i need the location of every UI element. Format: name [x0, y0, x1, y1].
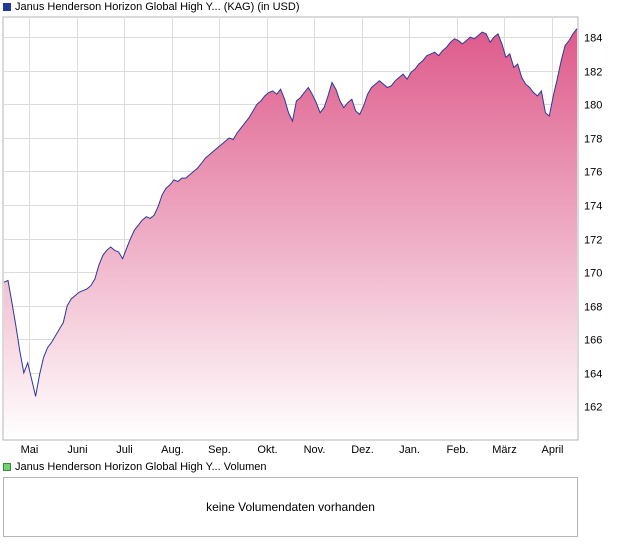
volume-legend: Janus Henderson Horizon Global High Y...…: [3, 460, 267, 474]
y-tick-label: 162: [584, 402, 602, 414]
x-tick-label: Okt.: [257, 444, 277, 456]
x-tick-label: Juli: [116, 444, 133, 456]
x-tick-label: Sep.: [208, 444, 231, 456]
volume-legend-label: Janus Henderson Horizon Global High Y...…: [15, 461, 267, 473]
y-tick-label: 164: [584, 369, 602, 381]
volume-legend-swatch: [3, 463, 11, 471]
volume-empty-message: keine Volumendaten vorhanden: [206, 500, 375, 514]
price-legend-label: Janus Henderson Horizon Global High Y...…: [15, 1, 300, 13]
volume-panel: keine Volumendaten vorhanden: [3, 477, 578, 537]
x-tick-label: Feb.: [446, 444, 468, 456]
y-axis-labels: 162 164 166 168 170 172 174 176 178 180 182 184: [584, 33, 602, 414]
x-tick-label: Nov.: [304, 444, 326, 456]
y-tick-label: 180: [584, 100, 602, 112]
x-tick-label: Aug.: [161, 444, 184, 456]
x-tick-label: Mai: [21, 444, 39, 456]
y-tick-label: 168: [584, 302, 602, 314]
price-legend: Janus Henderson Horizon Global High Y...…: [3, 0, 300, 14]
x-tick-label: Juni: [67, 444, 87, 456]
price-chart: 162 164 166 168 170 172 174 176 178 180 182 184 Mai…: [2, 16, 602, 456]
y-tick-label: 178: [584, 134, 602, 146]
x-tick-label: April: [541, 444, 563, 456]
x-tick-label: Dez.: [351, 444, 374, 456]
y-tick-label: 170: [584, 268, 602, 280]
price-line: [3, 28, 578, 397]
y-tick-label: 174: [584, 201, 602, 213]
y-tick-label: 182: [584, 67, 602, 79]
y-tick-label: 184: [584, 33, 602, 45]
x-axis-labels: Mai Juni Juli Aug. Sep. Okt. Nov. Dez. Jan. Feb. M…: [21, 444, 564, 456]
y-tick-label: 166: [584, 335, 602, 347]
price-legend-swatch: [3, 3, 11, 11]
price-area-fill: [4, 28, 577, 439]
x-tick-label: Jan.: [399, 444, 420, 456]
x-tick-label: März: [492, 444, 516, 456]
y-tick-label: 176: [584, 167, 602, 179]
y-tick-label: 172: [584, 235, 602, 247]
